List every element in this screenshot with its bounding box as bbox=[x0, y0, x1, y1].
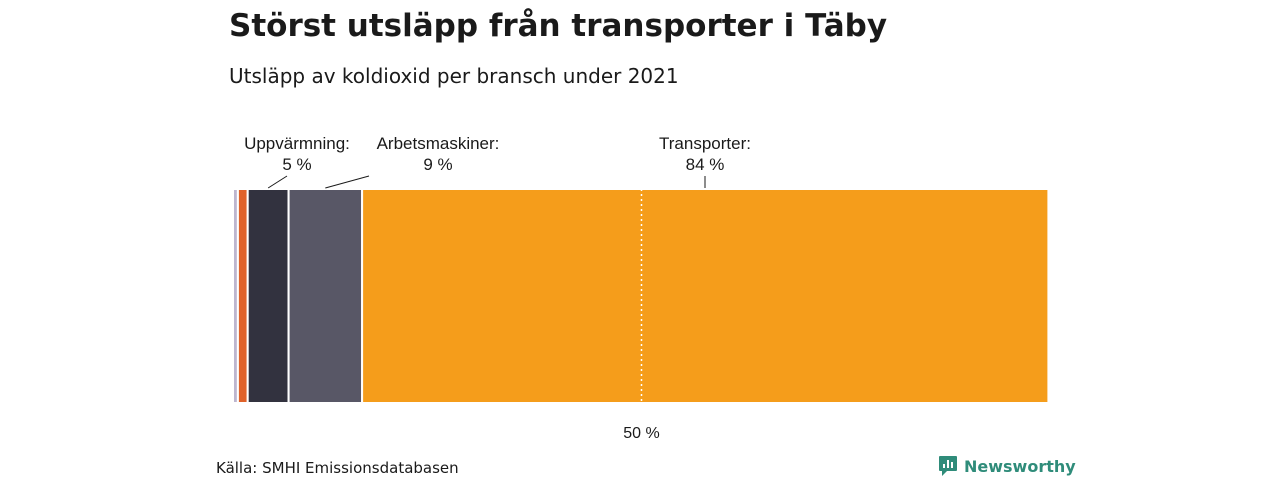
segment-label-2: Uppvärmning: bbox=[244, 134, 350, 153]
segment-value-label-3: 9 % bbox=[423, 155, 452, 174]
chart-subtitle: Utsläpp av koldioxid per bransch under 2… bbox=[229, 64, 679, 88]
segment-value-label-2: 5 % bbox=[282, 155, 311, 174]
chart-title: Störst utsläpp från transporter i Täby bbox=[229, 8, 888, 44]
leader-line-2 bbox=[267, 175, 288, 189]
segment-label-4: Transporter: bbox=[659, 134, 751, 153]
bar-segment-2 bbox=[246, 188, 290, 404]
source-note: Källa: SMHI Emissionsdatabasen bbox=[216, 459, 459, 477]
brand-name: Newsworthy bbox=[964, 456, 1076, 476]
leader-line-3 bbox=[325, 175, 370, 189]
segment-value-label-4: 84 % bbox=[686, 155, 725, 174]
reference-line-label: 50 % bbox=[623, 425, 659, 442]
newsworthy-icon bbox=[939, 456, 957, 476]
bar-segment-4 bbox=[361, 188, 1050, 404]
bar-segment-1 bbox=[236, 188, 249, 404]
bar-segment-3 bbox=[287, 188, 364, 404]
segment-label-3: Arbetsmaskiner: bbox=[377, 134, 500, 153]
brand-logo: Newsworthy bbox=[938, 455, 1076, 477]
